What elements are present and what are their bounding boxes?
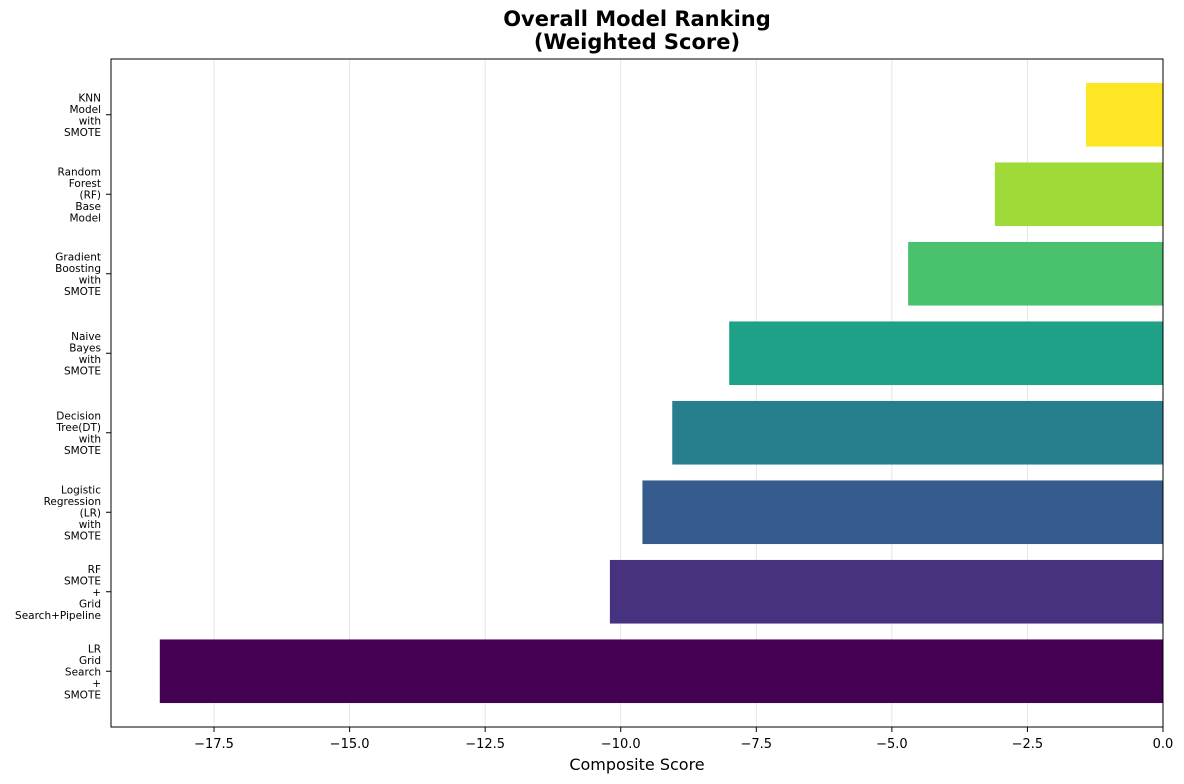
x-tick-label: 0.0 xyxy=(1153,737,1174,752)
plot-frame xyxy=(110,58,1164,728)
y-tick-label-line: Bayes xyxy=(69,343,101,355)
x-tick-label: −2.5 xyxy=(1012,737,1044,752)
x-tick-label: −7.5 xyxy=(741,737,773,752)
y-tick-label-line: with xyxy=(79,519,101,531)
bar xyxy=(1085,82,1163,147)
y-tick-label-line: + xyxy=(92,678,101,690)
y-tick-label: Decision Tree(DT) with SMOTE xyxy=(55,411,101,458)
y-tick-label-line: Grid xyxy=(79,655,101,667)
y-tick-label-line: + xyxy=(92,587,101,599)
bar xyxy=(159,639,1163,704)
y-tick-label-line: with xyxy=(79,116,101,128)
x-tick-label: −17.5 xyxy=(194,737,234,752)
y-tick-label-line: with xyxy=(79,354,101,366)
chart-title-line-1: Overall Model Ranking xyxy=(503,7,771,31)
y-tick-label-line: with xyxy=(79,434,101,446)
y-tick-label-line: Regression xyxy=(44,496,101,508)
bar xyxy=(642,480,1163,545)
x-tick-label: −5.0 xyxy=(876,737,908,752)
y-tick-label-line: (LR) xyxy=(80,507,101,519)
y-tick-label-line: SMOTE xyxy=(64,286,101,298)
y-tick-label-line: SMOTE xyxy=(64,127,101,139)
y-tick-label-line: Naive xyxy=(71,331,101,343)
y-tick-label-line: KNN xyxy=(78,93,101,105)
y-tick-label-line: SMOTE xyxy=(64,445,101,457)
bar xyxy=(729,321,1163,386)
y-tick-label-line: Logistic xyxy=(61,484,101,496)
y-tick-label-line: Decision xyxy=(56,411,101,423)
y-tick-label-line: Random xyxy=(58,166,101,178)
x-tick-label: −12.5 xyxy=(465,737,505,752)
bar xyxy=(994,162,1163,227)
y-tick-label: Random Forest (RF) Base Model xyxy=(58,166,101,224)
y-tick-label-line: SMOTE xyxy=(64,530,101,542)
y-tick-label-line: Forest xyxy=(69,178,101,190)
x-tick-label: −10.0 xyxy=(601,737,641,752)
y-tick-label-line: with xyxy=(79,275,101,287)
bar xyxy=(672,400,1163,465)
y-tick-label-line: Gradient xyxy=(55,252,101,264)
y-tick-label: Naive Bayes with SMOTE xyxy=(64,331,101,378)
y-tick-label-line: Tree(DT) xyxy=(55,422,101,434)
y-tick-label-line: Search xyxy=(65,666,101,678)
y-tick-label-line: Grid xyxy=(79,598,101,610)
y-tick-label: Logistic Regression (LR) with SMOTE xyxy=(44,484,102,542)
y-tick-label-line: SMOTE xyxy=(64,689,101,701)
y-tick-label-line: Boosting xyxy=(55,263,101,275)
y-tick-label-line: Model xyxy=(69,104,101,116)
y-tick-label-line: RF xyxy=(88,564,101,576)
y-tick-label-line: (RF) xyxy=(79,189,101,201)
bar xyxy=(609,559,1163,624)
y-tick-label-line: SMOTE xyxy=(64,366,101,378)
y-tick-label-line: Base xyxy=(75,201,101,213)
y-tick-label: KNN Model with SMOTE xyxy=(64,93,101,140)
bars xyxy=(159,82,1163,704)
y-tick-label-line: Model xyxy=(69,212,101,224)
grid-lines xyxy=(213,59,1164,727)
y-tick-label-line: SMOTE xyxy=(64,575,101,587)
y-tick-label: LR Grid Search + SMOTE xyxy=(64,643,101,701)
y-tick-label: RF SMOTE + Grid Search+Pipeline xyxy=(15,564,101,622)
bar xyxy=(908,241,1163,306)
y-tick-label: Gradient Boosting with SMOTE xyxy=(55,252,101,299)
y-tick-label-line: Search+Pipeline xyxy=(15,610,101,622)
x-tick-label: −15.0 xyxy=(330,737,370,752)
x-axis-ticks: −17.5 −15.0 −12.5 −10.0 −7.5 −5.0 −2.5 0.0 xyxy=(194,727,1173,752)
x-axis-label: Composite Score xyxy=(569,755,704,774)
chart-title-line-2: (Weighted Score) xyxy=(534,30,740,54)
y-tick-label-line: LR xyxy=(88,643,101,655)
